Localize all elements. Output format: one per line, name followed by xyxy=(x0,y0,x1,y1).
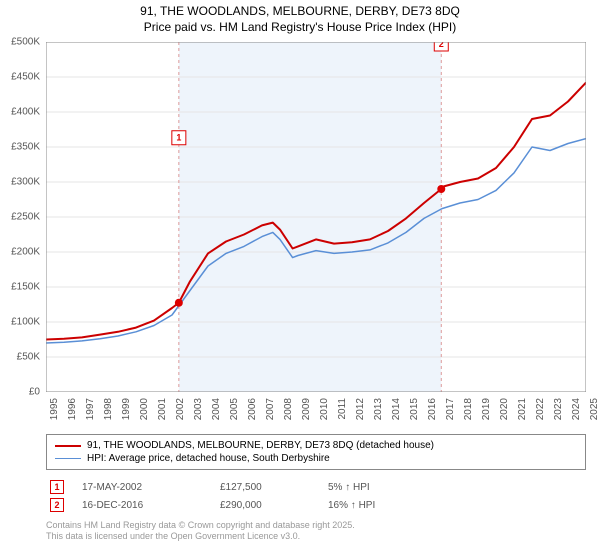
plot-area: 12 xyxy=(46,42,586,392)
chart-container: 91, THE WOODLANDS, MELBOURNE, DERBY, DE7… xyxy=(0,0,600,560)
markers-table: 1 17-MAY-2002 £127,500 5% ↑ HPI 2 16-DEC-2016… xyxy=(46,478,586,514)
x-tick-label: 2009 xyxy=(301,398,312,420)
y-tick-label: £150K xyxy=(0,282,40,293)
x-tick-label: 2019 xyxy=(481,398,492,420)
y-tick-label: £350K xyxy=(0,142,40,153)
x-tick-label: 2004 xyxy=(211,398,222,420)
legend-swatch xyxy=(55,458,81,459)
legend-item: 91, THE WOODLANDS, MELBOURNE, DERBY, DE7… xyxy=(55,439,577,452)
x-tick-label: 2017 xyxy=(445,398,456,420)
x-tick-label: 2016 xyxy=(427,398,438,420)
x-tick-label: 2023 xyxy=(553,398,564,420)
marker-date: 17-MAY-2002 xyxy=(82,482,202,493)
x-tick-label: 1997 xyxy=(85,398,96,420)
chart-title-block: 91, THE WOODLANDS, MELBOURNE, DERBY, DE7… xyxy=(0,0,600,37)
y-tick-label: £100K xyxy=(0,317,40,328)
x-tick-label: 1996 xyxy=(67,398,78,420)
x-tick-label: 2003 xyxy=(193,398,204,420)
legend-label: HPI: Average price, detached house, Sout… xyxy=(87,453,330,464)
marker-price: £127,500 xyxy=(220,482,310,493)
y-tick-label: £0 xyxy=(0,387,40,398)
svg-text:2: 2 xyxy=(439,42,444,49)
y-tick-label: £500K xyxy=(0,37,40,48)
legend-item: HPI: Average price, detached house, Sout… xyxy=(55,452,577,465)
x-tick-label: 2020 xyxy=(499,398,510,420)
y-tick-label: £50K xyxy=(0,352,40,363)
x-tick-label: 2018 xyxy=(463,398,474,420)
attribution-line-1: Contains HM Land Registry data © Crown c… xyxy=(46,520,586,531)
marker-pct: 5% ↑ HPI xyxy=(328,482,438,493)
x-tick-label: 2007 xyxy=(265,398,276,420)
legend-swatch xyxy=(55,445,81,447)
x-tick-label: 2006 xyxy=(247,398,258,420)
x-tick-label: 2013 xyxy=(373,398,384,420)
x-tick-label: 2000 xyxy=(139,398,150,420)
x-tick-label: 2005 xyxy=(229,398,240,420)
marker-badge: 2 xyxy=(50,498,64,512)
attribution-line-2: This data is licensed under the Open Gov… xyxy=(46,531,586,542)
x-tick-label: 2021 xyxy=(517,398,528,420)
x-axis: 1995 1996 1997 1998 1999 2000 2001 2002 2003 2004… xyxy=(46,394,586,434)
plot-svg: 12 xyxy=(46,42,586,392)
x-tick-label: 2011 xyxy=(337,398,348,420)
marker-row: 1 17-MAY-2002 £127,500 5% ↑ HPI xyxy=(46,478,586,496)
x-tick-label: 2024 xyxy=(571,398,582,420)
svg-text:1: 1 xyxy=(176,133,181,143)
x-tick-label: 2001 xyxy=(157,398,168,420)
title-line-1: 91, THE WOODLANDS, MELBOURNE, DERBY, DE7… xyxy=(10,4,590,20)
marker-pct: 16% ↑ HPI xyxy=(328,500,438,511)
x-tick-label: 2012 xyxy=(355,398,366,420)
x-tick-label: 2010 xyxy=(319,398,330,420)
x-tick-label: 2014 xyxy=(391,398,402,420)
y-tick-label: £250K xyxy=(0,212,40,223)
marker-price: £290,000 xyxy=(220,500,310,511)
x-tick-label: 1998 xyxy=(103,398,114,420)
x-tick-label: 2022 xyxy=(535,398,546,420)
x-tick-label: 1995 xyxy=(49,398,60,420)
legend: 91, THE WOODLANDS, MELBOURNE, DERBY, DE7… xyxy=(46,434,586,470)
marker-date: 16-DEC-2016 xyxy=(82,500,202,511)
x-tick-label: 2002 xyxy=(175,398,186,420)
marker-row: 2 16-DEC-2016 £290,000 16% ↑ HPI xyxy=(46,496,586,514)
attribution: Contains HM Land Registry data © Crown c… xyxy=(46,520,586,543)
x-tick-label: 2008 xyxy=(283,398,294,420)
title-line-2: Price paid vs. HM Land Registry's House … xyxy=(10,20,590,36)
y-tick-label: £400K xyxy=(0,107,40,118)
y-tick-label: £200K xyxy=(0,247,40,258)
marker-badge: 1 xyxy=(50,480,64,494)
y-axis: £0£50K£100K£150K£200K£250K£300K£350K£400… xyxy=(0,42,44,392)
x-tick-label: 2015 xyxy=(409,398,420,420)
x-tick-label: 1999 xyxy=(121,398,132,420)
y-tick-label: £450K xyxy=(0,72,40,83)
legend-label: 91, THE WOODLANDS, MELBOURNE, DERBY, DE7… xyxy=(87,440,434,451)
x-tick-label: 2025 xyxy=(589,398,600,420)
y-tick-label: £300K xyxy=(0,177,40,188)
